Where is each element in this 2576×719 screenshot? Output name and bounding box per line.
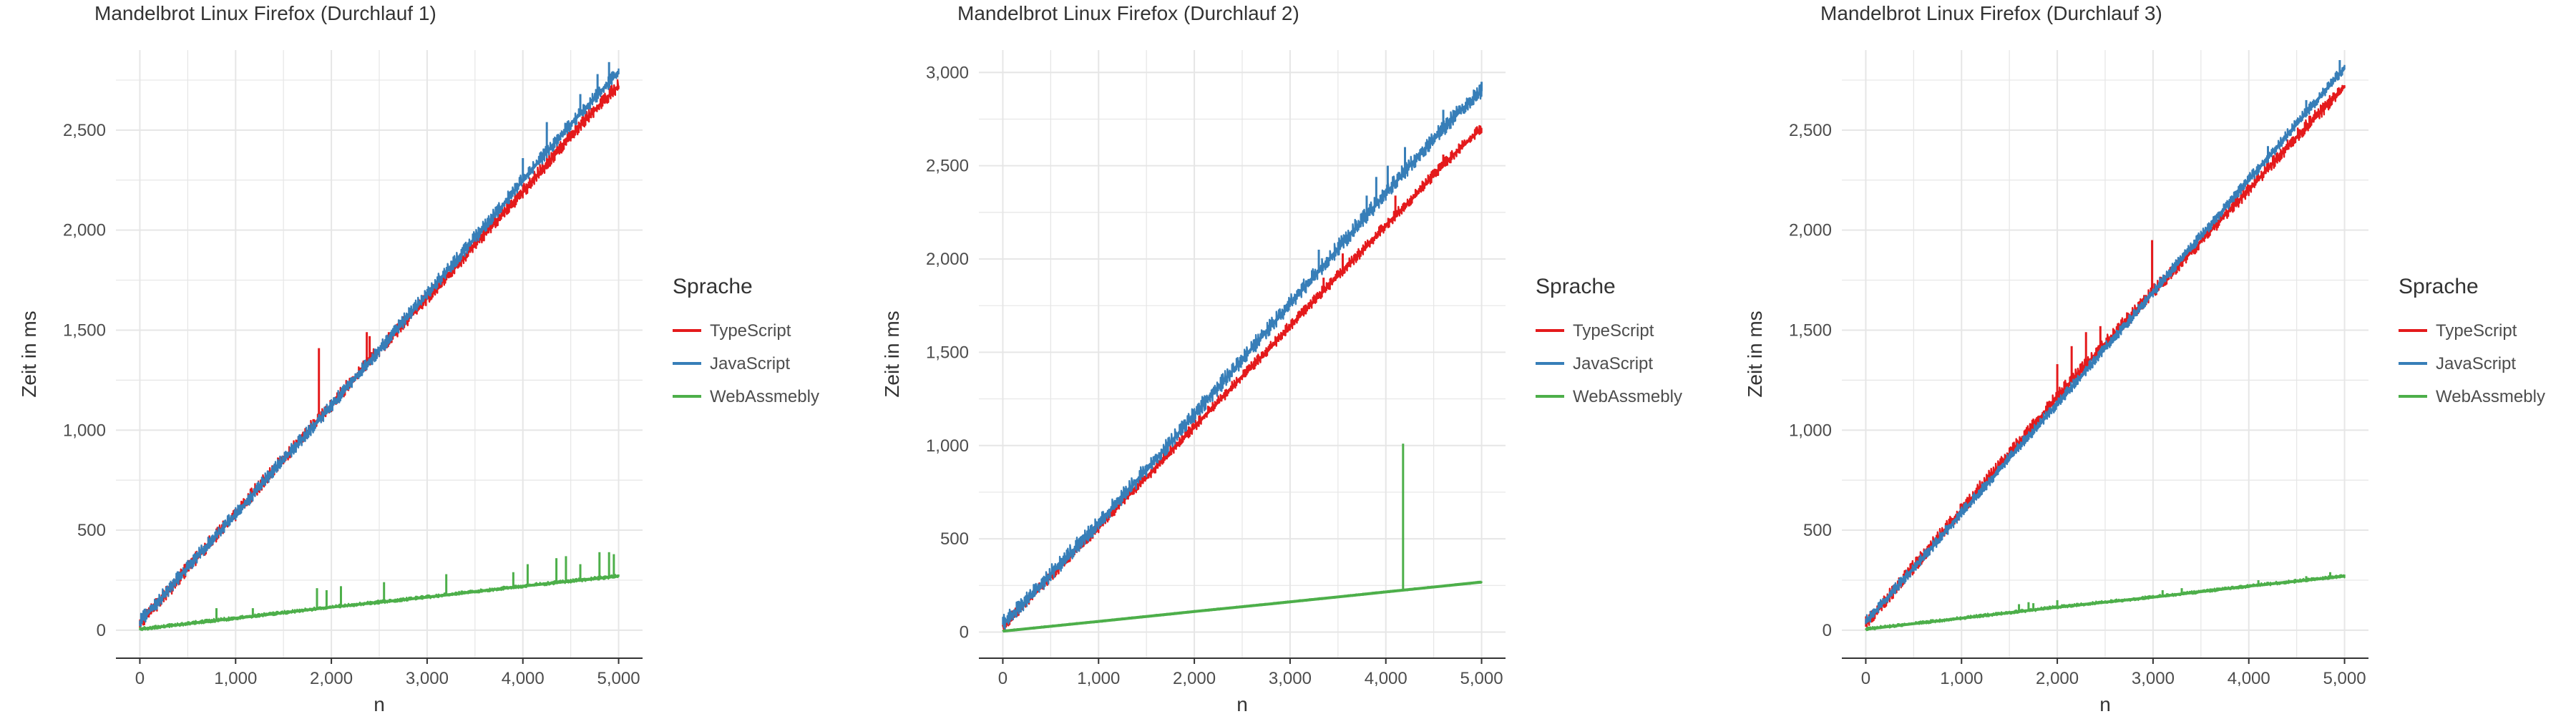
y-tick-label: 2,500	[63, 121, 106, 140]
y-tick-label: 1,500	[63, 321, 106, 340]
series-line	[1002, 580, 1482, 633]
y-tick-label: 0	[1823, 621, 1832, 640]
x-tick-label: 4,000	[2228, 669, 2270, 688]
chart-title: Mandelbrot Linux Firefox (Durchlauf 1)	[94, 2, 436, 24]
y-tick-label: 1,500	[1789, 321, 1832, 340]
y-tick-label: 1,500	[926, 343, 969, 362]
x-tick-label: 5,000	[2323, 669, 2366, 688]
x-tick-label: 1,000	[214, 669, 257, 688]
y-axis-label: Zeit in ms	[18, 310, 40, 397]
y-tick-label: 0	[960, 622, 969, 642]
legend-title: Sprache	[673, 275, 753, 298]
x-tick-label: 4,000	[1365, 669, 1407, 688]
y-tick-label: 2,000	[1789, 221, 1832, 240]
y-tick-label: 1,000	[1789, 421, 1832, 440]
series-line	[1865, 574, 2345, 631]
x-tick-label: 5,000	[1460, 669, 1503, 688]
x-tick-label: 0	[135, 669, 145, 688]
chart-title: Mandelbrot Linux Firefox (Durchlauf 2)	[957, 2, 1299, 24]
legend: Sprache TypeScript JavaScript WebAssmebly	[1536, 275, 1682, 406]
legend-label: WebAssmebly	[710, 387, 819, 406]
legend-label: JavaScript	[1573, 354, 1653, 373]
legend-label: WebAssmebly	[1573, 387, 1682, 406]
x-tick-label: 1,000	[1940, 669, 1983, 688]
series-line	[1002, 89, 1483, 626]
series-WebAssmebly	[139, 552, 620, 632]
y-tick-label: 0	[97, 621, 106, 640]
legend-label: TypeScript	[1573, 321, 1654, 341]
x-tick-label: 4,000	[502, 669, 545, 688]
series-line	[140, 574, 619, 631]
series-JavaScript	[139, 62, 620, 627]
series-JavaScript	[1865, 59, 2346, 625]
x-tick-label: 2,000	[1173, 669, 1216, 688]
y-tick-label: 500	[940, 529, 969, 549]
y-tick-label: 3,000	[926, 63, 969, 82]
y-tick-label: 2,000	[926, 250, 969, 269]
y-tick-label: 2,000	[63, 221, 106, 240]
x-tick-label: 5,000	[597, 669, 640, 688]
x-tick-label: 1,000	[1077, 669, 1120, 688]
y-tick-label: 500	[1803, 521, 1832, 540]
x-tick-label: 3,000	[1269, 669, 1312, 688]
legend-title: Sprache	[1536, 275, 1616, 298]
chart-panel-2: 0 1,000 2,000 3,000 4,000 5,000 0 500 1,000 1,500…	[881, 2, 1682, 715]
y-axis-label: Zeit in ms	[1744, 310, 1766, 397]
legend-title: Sprache	[2399, 275, 2479, 298]
y-tick-label: 2,500	[1789, 121, 1832, 140]
series-WebAssmebly	[1865, 572, 2346, 632]
x-tick-label: 0	[998, 669, 1008, 688]
series-JavaScript	[1002, 82, 1483, 631]
y-tick-label: 1,000	[63, 421, 106, 440]
x-axis-label: n	[374, 693, 385, 715]
x-tick-label: 2,000	[310, 669, 353, 688]
y-tick-label: 1,000	[926, 436, 969, 456]
legend-label: WebAssmebly	[2436, 387, 2545, 406]
chart-panel-1: 0 1,000 2,000 3,000 4,000 5,000 0 500 1,000 1,500…	[18, 2, 819, 715]
y-tick-label: 2,500	[926, 157, 969, 176]
legend: Sprache TypeScript JavaScript WebAssmebly	[2399, 275, 2545, 406]
legend-label: TypeScript	[2436, 321, 2517, 341]
x-tick-label: 3,000	[406, 669, 449, 688]
x-axis-label: n	[2099, 693, 2111, 715]
legend: Sprache TypeScript JavaScript WebAssmebly	[673, 275, 819, 406]
series-line	[139, 71, 620, 624]
legend-label: JavaScript	[710, 354, 790, 373]
y-axis-label: Zeit in ms	[881, 310, 903, 397]
x-axis-label: n	[1236, 693, 1248, 715]
legend-label: TypeScript	[710, 321, 791, 341]
series-line	[1865, 67, 2346, 624]
series-WebAssmebly	[1002, 444, 1483, 633]
x-tick-label: 0	[1861, 669, 1870, 688]
chart-title: Mandelbrot Linux Firefox (Durchlauf 3)	[1820, 2, 2162, 24]
x-tick-label: 2,000	[2036, 669, 2079, 688]
x-tick-label: 3,000	[2132, 669, 2175, 688]
chart-panel-3: 0 1,000 2,000 3,000 4,000 5,000 0 500 1,000 1,500…	[1744, 2, 2545, 715]
legend-label: JavaScript	[2436, 354, 2516, 373]
y-tick-label: 500	[77, 521, 106, 540]
